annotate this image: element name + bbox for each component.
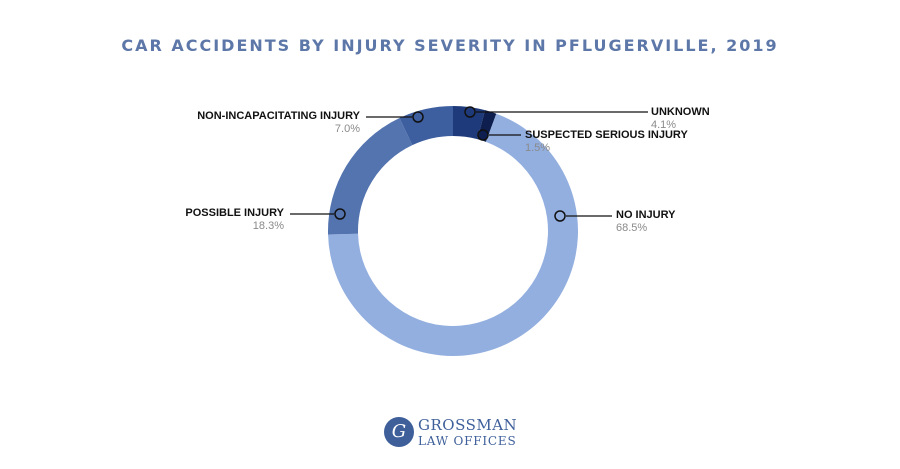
slice-suspected-serious-injury bbox=[477, 110, 497, 142]
slice-label-no-injury: NO INJURY bbox=[616, 209, 676, 221]
leader-marker-possible-injury bbox=[334, 208, 346, 220]
slice-unknown bbox=[453, 106, 486, 140]
logo-subtitle: LAW OFFICES bbox=[418, 434, 517, 448]
leader-marker-non-incapacitating-injury bbox=[412, 111, 424, 123]
slice-label-unknown: UNKNOWN bbox=[651, 106, 710, 118]
leader-marker-suspected-serious-injury bbox=[477, 129, 489, 141]
chart-title: CAR ACCIDENTS BY INJURY SEVERITY IN PFLU… bbox=[121, 36, 779, 55]
slice-label-suspected-serious-injury: SUSPECTED SERIOUS INJURY bbox=[525, 129, 688, 141]
slice-value-suspected-serious-injury: 1.5% bbox=[525, 142, 550, 154]
slice-value-unknown: 4.1% bbox=[651, 119, 676, 131]
leader-marker-unknown bbox=[464, 106, 476, 118]
logo-name: GROSSMAN bbox=[418, 416, 518, 434]
logo-emblem: G bbox=[384, 417, 414, 447]
company-logo: G GROSSMAN LAW OFFICES bbox=[384, 415, 524, 455]
slice-label-non-incapacitating-injury: NON-INCAPACITATING INJURY bbox=[197, 110, 360, 122]
leader-marker-no-injury bbox=[554, 210, 566, 222]
leader-lines bbox=[290, 106, 648, 222]
slice-value-non-incapacitating-injury: 7.0% bbox=[335, 123, 360, 135]
slice-label-possible-injury: POSSIBLE INJURY bbox=[185, 207, 284, 219]
slice-value-possible-injury: 18.3% bbox=[253, 220, 284, 232]
slice-value-no-injury: 68.5% bbox=[616, 222, 647, 234]
slice-possible-injury bbox=[328, 118, 413, 235]
